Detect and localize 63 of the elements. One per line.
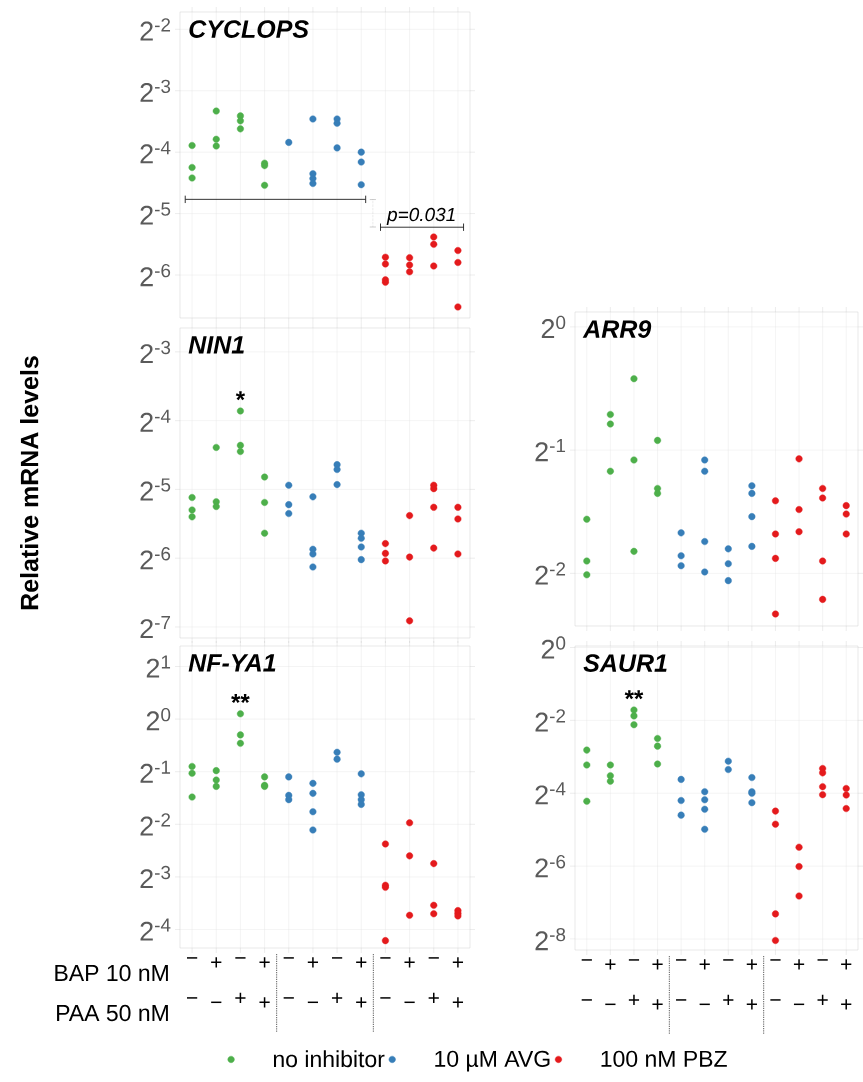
annotation: p=0.031: [386, 207, 455, 225]
category-label: − −: [380, 957, 391, 999]
category-label: + −: [211, 957, 222, 1004]
category-label: − +: [331, 957, 343, 1004]
category-label: − +: [235, 957, 246, 1004]
y-tick-label: 2$^{-2}$: [140, 813, 171, 836]
y-tick-label: 2$^{-1}$: [140, 760, 171, 783]
y-tick-label: 2$^{1}$: [146, 655, 171, 678]
y-tick-label: 2$^{-4}$: [140, 409, 171, 432]
category-label: − +: [428, 957, 439, 1004]
category-label: + −: [793, 959, 805, 1006]
category-label: − −: [283, 957, 294, 999]
y-axis-title: Relative mRNA levels: [20, 356, 39, 610]
category-label: + −: [307, 957, 319, 1004]
y-tick-label: 2$^{-5}$: [140, 202, 171, 225]
category-label: + +: [452, 957, 464, 1008]
annotation: *: [235, 391, 246, 401]
annotation: **: [231, 694, 250, 704]
category-label: − −: [186, 957, 198, 999]
legend-label: 100 nM PBZ: [601, 1050, 727, 1067]
legend-label: 10 µM AVG: [435, 1050, 550, 1072]
category-label: + +: [652, 959, 663, 1010]
y-tick-label: 2$^{-3}$: [140, 865, 171, 889]
y-tick-label: 2$^{-2}$: [535, 562, 566, 585]
category-label: − +: [817, 959, 828, 1006]
y-tick-label: 2$^{-7}$: [140, 615, 171, 638]
chart-title: ARR9: [582, 320, 652, 338]
text: BAP 10 nM: [55, 964, 168, 982]
category-label: − +: [723, 959, 734, 1006]
category-label: + +: [746, 959, 757, 1010]
y-tick-label: 2$^{-3}$: [140, 340, 171, 363]
category-label: − −: [676, 959, 687, 1001]
y-tick-label: 2$^{-4}$: [140, 141, 171, 164]
chart-title: SAUR1: [583, 654, 667, 672]
category-label: − −: [770, 959, 781, 1001]
category-label: − +: [628, 959, 640, 1006]
y-tick-label: 2$^{-2}$: [535, 709, 566, 732]
y-tick-label: 2$^{-6}$: [535, 855, 566, 878]
annotation: **: [624, 690, 644, 700]
category-label: + −: [605, 959, 616, 1006]
y-tick-label: 2$^{-2}$: [140, 18, 171, 41]
y-tick-label: 2$^{-3}$: [140, 79, 171, 102]
y-tick-label: 2$^{-8}$: [535, 927, 566, 951]
category-label: + +: [259, 957, 270, 1008]
category-label: + −: [699, 959, 710, 1006]
y-tick-label: 2$^{0}$: [541, 315, 566, 338]
text: PAA 50 nM: [57, 1004, 168, 1022]
y-tick-label: 2$^{-6}$: [140, 547, 171, 570]
y-tick-label: 2$^{0}$: [146, 707, 171, 731]
chart-title: NF-YA1: [188, 654, 276, 672]
legend-label: no inhibitor: [273, 1050, 385, 1068]
category-label: + +: [841, 959, 852, 1010]
chart-title: NIN1: [188, 336, 244, 354]
y-tick-label: 2$^{-6}$: [140, 263, 171, 287]
y-tick-label: 2$^{-5}$: [140, 478, 171, 501]
category-label: − −: [581, 959, 592, 1001]
y-tick-label: 2$^{-4}$: [535, 782, 566, 805]
category-label: + +: [356, 957, 367, 1008]
y-tick-label: 2$^{0}$: [541, 636, 566, 659]
y-tick-label: 2$^{-1}$: [535, 439, 566, 462]
y-tick-label: 2$^{-4}$: [140, 918, 171, 941]
category-label: + −: [404, 957, 415, 1004]
chart-title: CYCLOPS: [189, 20, 309, 38]
